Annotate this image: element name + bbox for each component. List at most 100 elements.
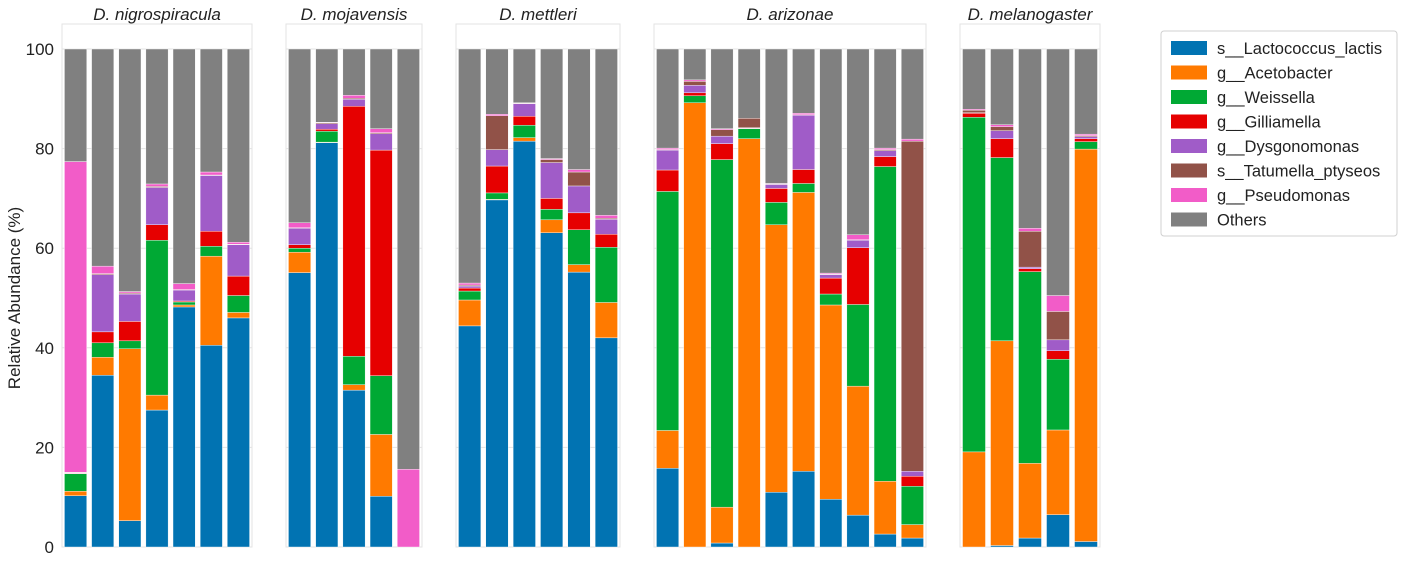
bar-segment-g-weissella (737, 128, 761, 139)
bar-segment-g-acetobacter (227, 312, 250, 319)
bar-sample-4 (369, 48, 393, 548)
legend-item: s__Tatumella_ptyseos (1171, 163, 1380, 181)
bar-segment-g-acetobacter (710, 506, 734, 544)
y-tick-label: 0 (45, 538, 54, 557)
bar-segment-g-gilliamella (512, 116, 536, 126)
bar-segment-others (458, 48, 482, 284)
panel-3: D. mettleri (455, 5, 621, 548)
bar-segment-s-lactococcus-lactis (172, 306, 196, 548)
bar-segment-g-weissella (369, 375, 393, 435)
bar-segment-g-gilliamella (288, 244, 311, 249)
bar-sample-4 (1046, 48, 1070, 548)
bar-segment-s-tatumella-ptyseos (1018, 231, 1042, 268)
legend-label: g__Dysgonomonas (1217, 138, 1359, 156)
bar-segment-g-acetobacter (594, 302, 618, 339)
legend-label: g__Gilliamella (1217, 114, 1321, 132)
bar-segment-others (172, 48, 196, 284)
bar-sample-3 (1018, 48, 1042, 548)
bar-segment-others (397, 48, 420, 470)
bar-segment-g-gilliamella (458, 287, 482, 292)
bar-segment-s-lactococcus-lactis (199, 345, 223, 548)
bar-segment-g-gilliamella (594, 234, 618, 248)
bar-segment-others (962, 48, 986, 110)
bar-segment-g-pseudomonas (91, 265, 115, 274)
bar-segment-g-weissella (227, 295, 250, 313)
bar-segment-others (369, 48, 393, 129)
bar-segment-g-gilliamella (342, 106, 366, 357)
legend-item: g__Pseudomonas (1171, 187, 1350, 205)
bar-segment-g-pseudomonas (567, 169, 591, 173)
bar-segment-others (118, 48, 142, 292)
panels: D. nigrospiracula D. mojavensis D. mettler… (26, 5, 1101, 557)
legend-swatch (1171, 139, 1207, 153)
bar-segment-others (710, 48, 734, 129)
bar-segment-s-lactococcus-lactis (765, 492, 788, 548)
panel-1: D. nigrospiracula (61, 5, 253, 548)
bar-segment-g-gilliamella (118, 321, 142, 342)
bar-segment-g-pseudomonas (397, 469, 420, 548)
legend-label: g__Pseudomonas (1217, 187, 1350, 205)
bar-segment-g-dysgonomonas (1074, 136, 1098, 139)
panel-title: D. arizonae (747, 5, 834, 24)
bar-segment-s-lactococcus-lactis (792, 471, 815, 548)
bar-segment-g-weissella (1046, 359, 1070, 431)
panel-title: D. mojavensis (301, 5, 408, 24)
bar-segment-g-pseudomonas (172, 283, 196, 290)
bar-sample-5 (1074, 48, 1098, 548)
bar-segment-g-weissella (594, 246, 618, 303)
legend-swatch (1171, 212, 1207, 227)
bar-segment-g-acetobacter (765, 224, 788, 493)
bar-segment-g-pseudomonas (64, 161, 87, 473)
bar-segment-g-weissella (656, 191, 679, 431)
bar-segment-s-lactococcus-lactis (1046, 514, 1070, 548)
bar-segment-g-dysgonomonas (1046, 339, 1070, 351)
bar-segment-others (846, 48, 870, 235)
bar-segment-s-lactococcus-lactis (1018, 537, 1042, 548)
bar-segment-s-lactococcus-lactis (512, 140, 536, 548)
bar-segment-g-acetobacter (656, 430, 679, 469)
bar-segment-g-acetobacter (458, 299, 482, 327)
bar-sample-1 (962, 48, 986, 548)
bar-sample-3 (118, 48, 142, 548)
bar-segment-g-gilliamella (656, 169, 679, 192)
bar-sample-8 (846, 48, 870, 548)
bar-sample-4 (145, 48, 169, 548)
bar-segment-s-lactococcus-lactis (288, 272, 311, 548)
bar-segment-s-tatumella-ptyseos (990, 126, 1014, 131)
bar-segment-g-acetobacter (846, 385, 870, 516)
bar-segment-g-weissella (145, 240, 169, 396)
panel-title: D. melanogaster (968, 5, 1094, 24)
legend-label: s__Tatumella_ptyseos (1217, 163, 1380, 181)
bar-segment-g-gilliamella (873, 156, 897, 167)
bar-sample-7 (227, 48, 250, 548)
bar-segment-others (288, 48, 311, 224)
bar-segment-g-pseudomonas (873, 147, 897, 150)
bar-sample-1 (288, 48, 311, 548)
bar-segment-g-dysgonomonas (118, 293, 142, 322)
bar-segment-others (567, 48, 591, 170)
bar-segment-others (765, 48, 788, 184)
legend-label: g__Acetobacter (1217, 65, 1333, 83)
bar-segment-g-weissella (342, 356, 366, 385)
bar-segment-g-acetobacter (199, 255, 223, 346)
bar-segment-g-pseudomonas (1074, 133, 1098, 136)
bar-segment-g-acetobacter (1046, 429, 1070, 515)
bar-segment-g-pseudomonas (288, 222, 311, 228)
bar-segment-s-lactococcus-lactis (873, 533, 897, 548)
bar-sample-5 (172, 48, 196, 548)
bar-segment-g-gilliamella (199, 231, 223, 247)
bar-segment-others (990, 48, 1014, 125)
bar-segment-others (199, 48, 223, 173)
bar-segment-g-acetobacter (288, 251, 311, 273)
panel-frame (455, 23, 621, 548)
bar-segment-g-gilliamella (145, 224, 169, 241)
bar-segment-others (342, 48, 366, 96)
legend-item: g__Gilliamella (1171, 114, 1321, 132)
legend-swatch (1171, 188, 1207, 202)
legend: s__Lactococcus_lactis g__Acetobacter g__We… (1160, 30, 1398, 237)
bar-segment-g-gilliamella (683, 92, 707, 97)
bar-segment-others (1074, 48, 1098, 135)
bar-segment-g-acetobacter (172, 304, 196, 308)
bar-segment-g-dysgonomonas (594, 219, 618, 235)
